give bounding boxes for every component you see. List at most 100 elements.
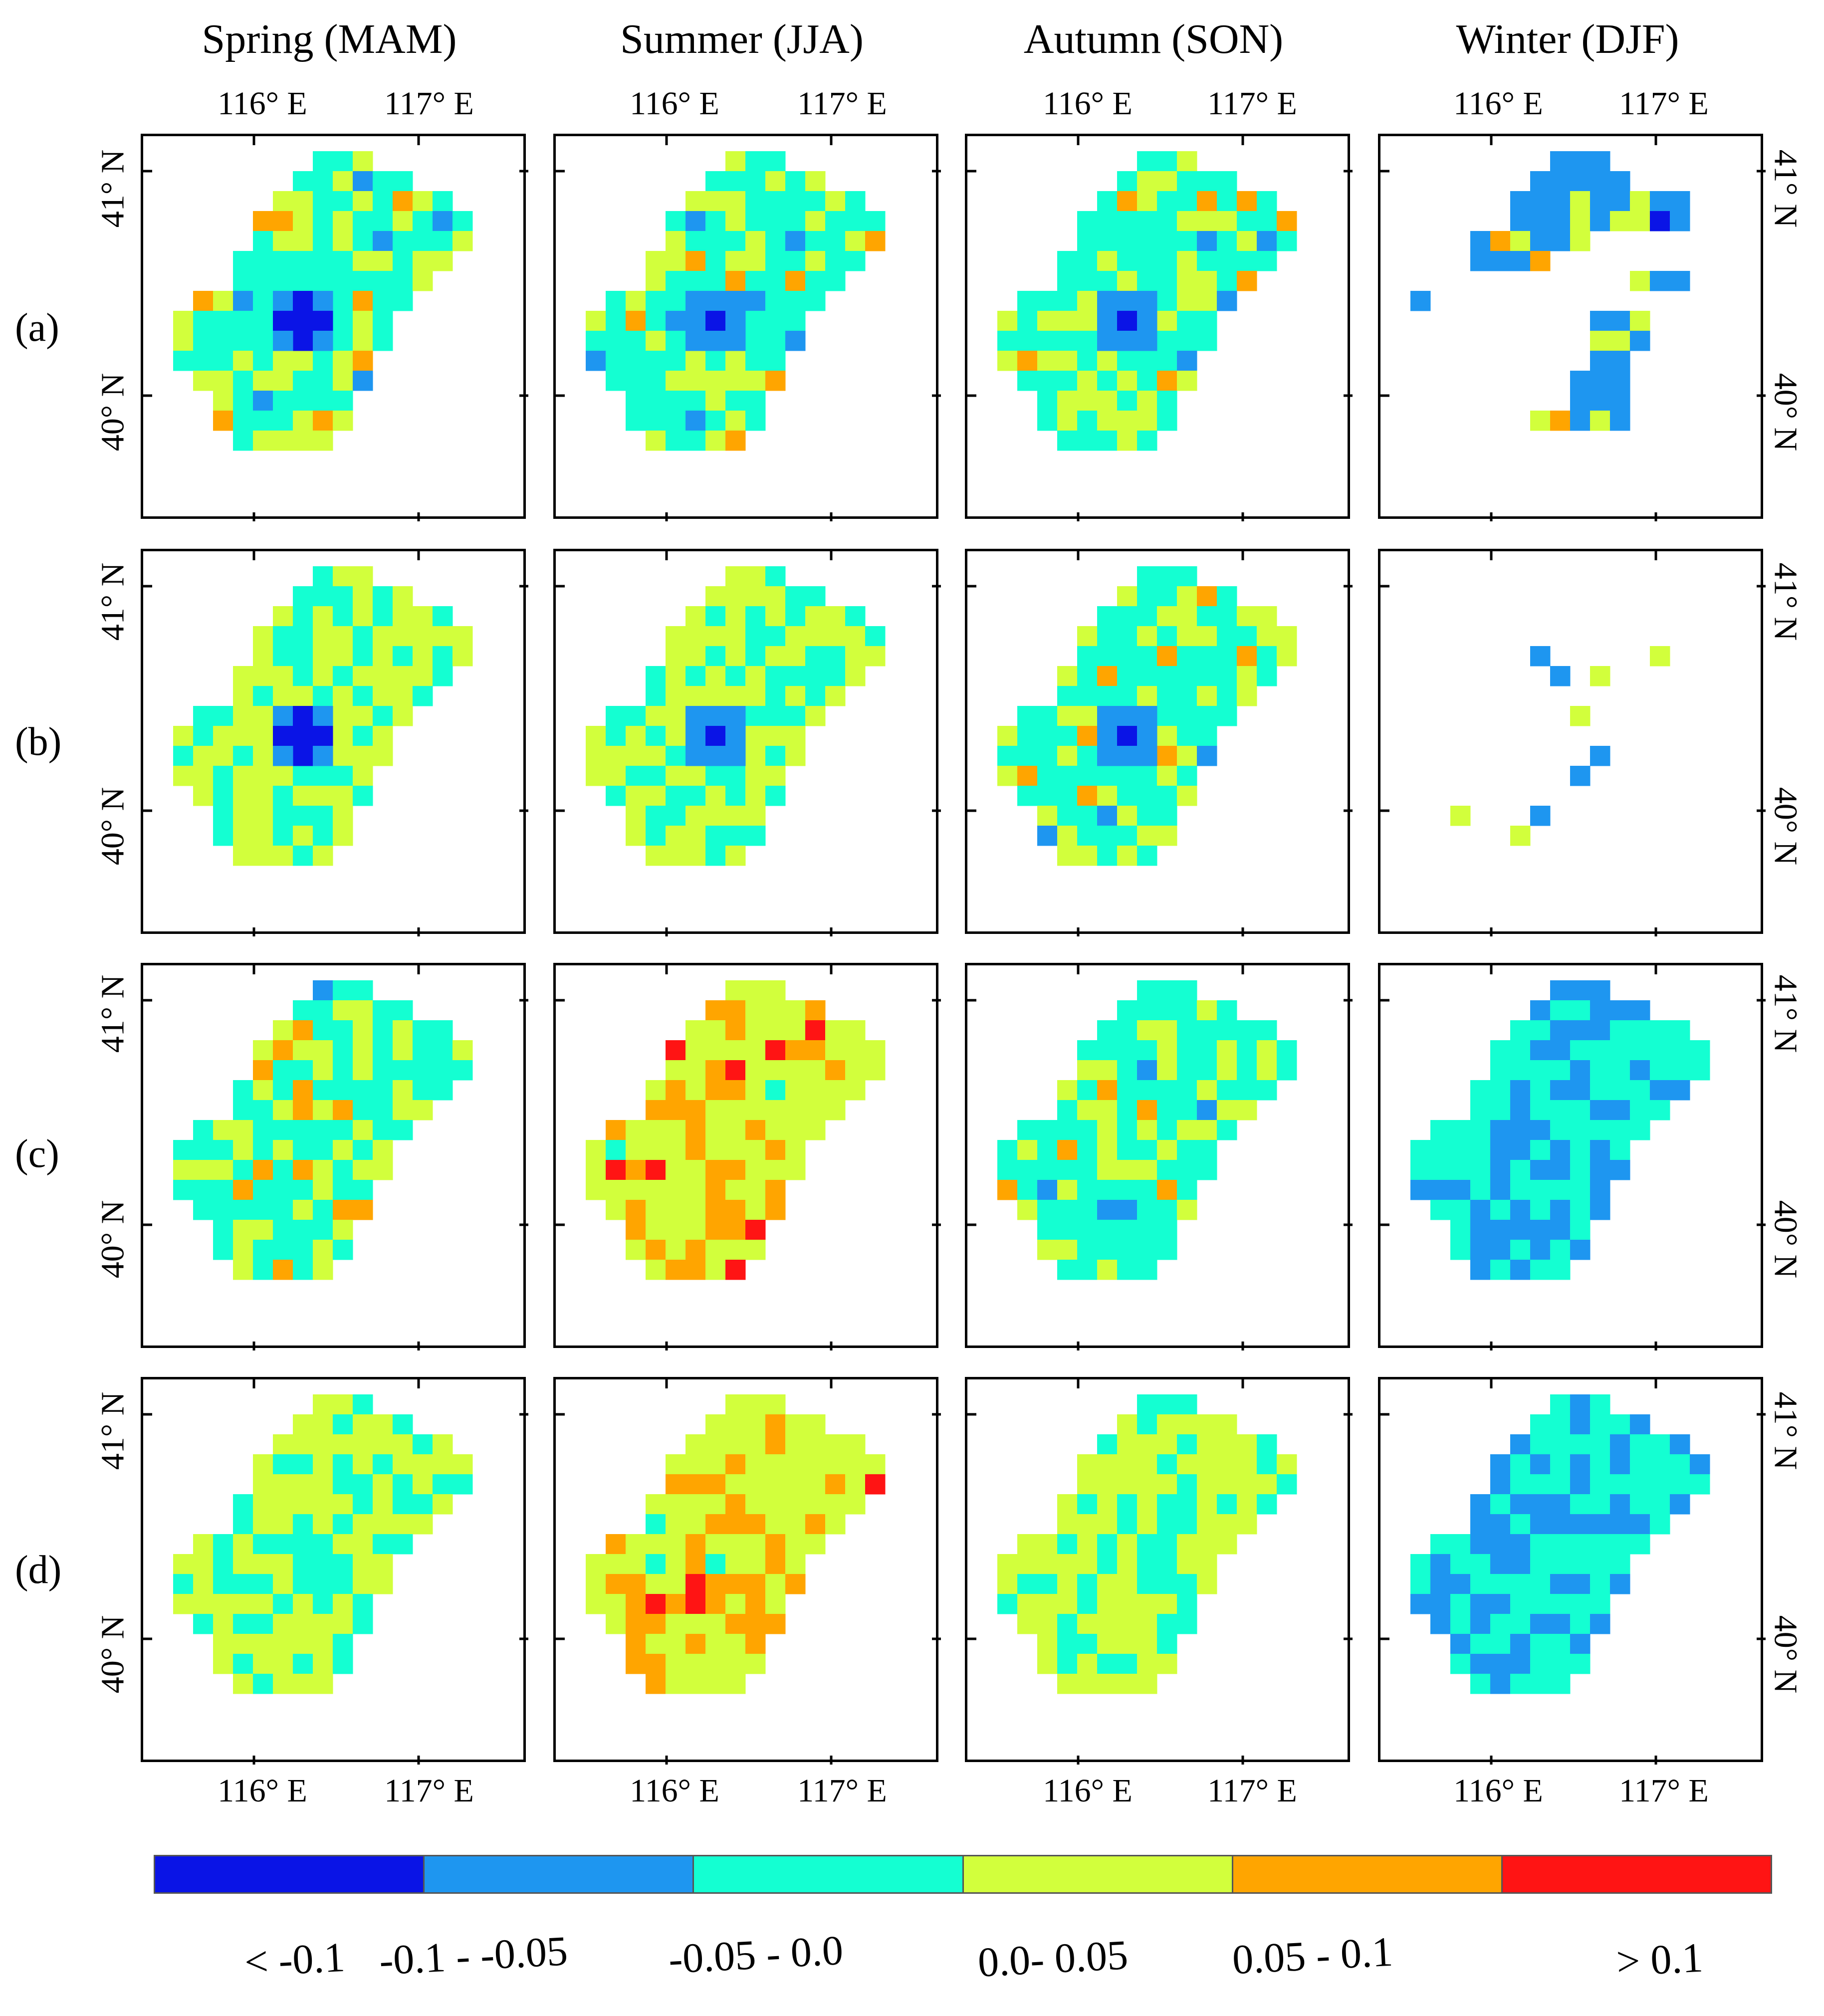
grid-cell <box>666 806 686 826</box>
grid-cell <box>1490 1080 1511 1101</box>
grid-cell <box>1057 1140 1078 1160</box>
grid-cell <box>353 1120 373 1140</box>
grid-cell <box>253 786 273 806</box>
grid-cell <box>273 1494 293 1515</box>
grid-cell <box>845 1454 866 1475</box>
grid-cell <box>1590 1534 1610 1555</box>
map-raster <box>143 551 528 936</box>
grid-cell <box>1590 211 1610 231</box>
grid-cell-core <box>1137 746 1157 766</box>
grid-cell <box>1277 211 1297 231</box>
grid-cell <box>353 606 373 627</box>
grid-cell <box>233 1200 253 1220</box>
grid-cell <box>765 371 786 391</box>
grid-cell <box>233 1554 253 1574</box>
grid-cell <box>1690 1474 1710 1495</box>
grid-cell <box>353 566 373 587</box>
grid-cell <box>333 1454 353 1475</box>
grid-cell <box>1037 1180 1058 1200</box>
grid-cell <box>273 191 293 212</box>
grid-cell <box>626 411 646 431</box>
grid-cell <box>1470 1200 1491 1220</box>
grid-cell <box>1037 1614 1058 1634</box>
grid-cell <box>293 1200 313 1220</box>
grid-cell <box>666 1514 686 1535</box>
grid-cell <box>1157 646 1177 667</box>
grid-cell <box>825 271 846 291</box>
grid-cell <box>213 1594 233 1614</box>
grid-cell <box>626 1200 646 1220</box>
grid-cell <box>353 1140 373 1160</box>
grid-cell <box>1550 1040 1571 1061</box>
grid-cell <box>805 1000 826 1021</box>
grid-cell <box>765 1514 786 1535</box>
grid-cell <box>333 331 353 351</box>
grid-cell <box>1490 1060 1511 1081</box>
grid-cell <box>725 1000 746 1021</box>
grid-cell <box>293 666 313 686</box>
grid-cell <box>273 1080 293 1101</box>
grid-cell <box>253 1240 273 1260</box>
grid-cell <box>666 686 686 706</box>
grid-cell <box>353 151 373 172</box>
grid-cell <box>745 291 766 311</box>
grid-cell <box>1157 1020 1177 1041</box>
grid-cell <box>1470 1160 1491 1180</box>
grid-cell <box>1137 666 1157 686</box>
grid-cell <box>666 431 686 451</box>
grid-cell <box>1057 806 1078 826</box>
grid-cell <box>1157 1474 1177 1495</box>
grid-cell <box>333 171 353 192</box>
grid-cell <box>233 1220 253 1240</box>
grid-cell <box>1097 1100 1118 1120</box>
grid-cell <box>666 626 686 647</box>
grid-cell <box>785 1534 806 1555</box>
grid-cell <box>745 1120 766 1140</box>
grid-cell <box>1057 1574 1078 1594</box>
grid-cell <box>1157 1394 1177 1415</box>
grid-cell <box>273 1220 293 1240</box>
grid-cell <box>1217 251 1237 271</box>
grid-cell <box>213 371 233 391</box>
grid-cell <box>1037 291 1058 311</box>
grid-cell <box>1097 686 1118 706</box>
grid-cell <box>785 1020 806 1041</box>
grid-cell <box>626 1554 646 1574</box>
grid-cell <box>1197 646 1217 667</box>
grid-cell <box>433 1020 453 1041</box>
grid-cell <box>1410 1554 1431 1574</box>
grid-cell <box>373 666 393 686</box>
grid-cell <box>1510 1594 1531 1614</box>
grid-cell <box>373 251 393 271</box>
grid-cell <box>313 151 333 172</box>
grid-cell <box>705 1414 726 1435</box>
grid-cell <box>293 766 313 786</box>
grid-cell <box>586 1594 606 1614</box>
grid-cell <box>253 1180 273 1200</box>
grid-cell <box>626 746 646 766</box>
grid-cell <box>1570 1160 1591 1180</box>
grid-cell <box>745 171 766 192</box>
grid-cell <box>1017 1554 1038 1574</box>
grid-cell <box>1550 1474 1571 1495</box>
grid-cell <box>1590 191 1610 212</box>
grid-cell <box>1237 1514 1257 1535</box>
season-title-winter: Winter (DJF) <box>1456 16 1679 62</box>
grid-cell <box>1177 1434 1197 1455</box>
grid-cell <box>646 331 666 351</box>
grid-cell <box>685 1454 706 1475</box>
grid-cell <box>213 1534 233 1555</box>
grid-cell <box>825 1060 846 1081</box>
grid-cell <box>765 980 786 1001</box>
grid-cell <box>233 1574 253 1594</box>
grid-cell <box>705 1614 726 1634</box>
grid-cell <box>1510 1040 1531 1061</box>
grid-cell <box>1117 1260 1138 1280</box>
grid-cell <box>1157 231 1177 251</box>
grid-cell <box>273 1634 293 1654</box>
grid-cell <box>1530 1674 1551 1694</box>
grid-cell <box>253 1040 273 1061</box>
grid-cell <box>1057 1554 1078 1574</box>
grid-cell <box>1077 1240 1098 1260</box>
grid-cell <box>785 666 806 686</box>
